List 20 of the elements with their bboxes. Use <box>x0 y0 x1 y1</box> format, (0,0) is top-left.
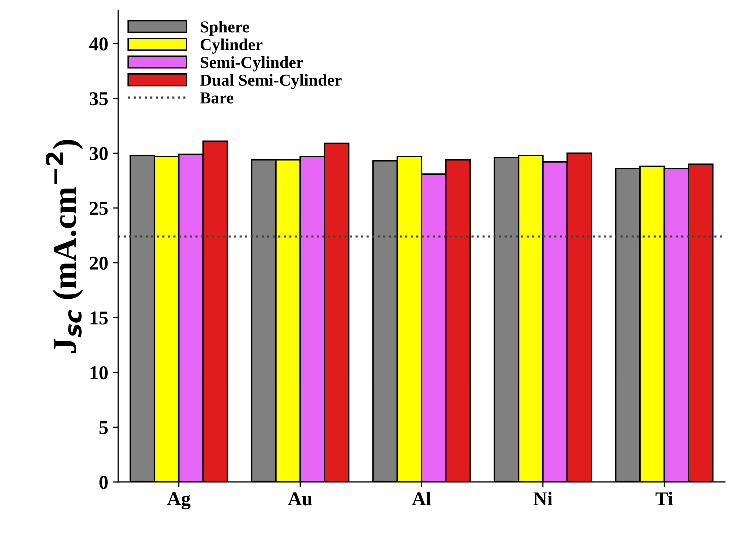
y-tick-label: 0 <box>100 476 108 490</box>
x-tick-label: Ag <box>167 492 191 510</box>
y-tick-label: 30 <box>90 147 108 160</box>
y-axis-title: J$_{sc}$ (mA.cm$^{−2}$) <box>46 140 84 354</box>
y-tick-label: 15 <box>90 312 108 325</box>
legend-label: Semi-Cylinder <box>200 56 304 72</box>
x-tick-label: Ti <box>656 492 674 506</box>
x-tick-label: Ni <box>534 492 553 506</box>
y-tick-label: 25 <box>90 202 108 216</box>
y-tick-label: 10 <box>90 366 108 380</box>
y-tick-label: 20 <box>90 256 108 270</box>
y-tick-label: 35 <box>90 92 108 106</box>
legend-label: Cylinder <box>200 38 263 54</box>
legend-label: Sphere <box>200 21 250 36</box>
legend-label: Dual Semi-Cylinder <box>200 74 342 90</box>
x-tick-label: Al <box>412 492 432 506</box>
x-tick-label: Au <box>288 492 312 506</box>
y-tick-label: 40 <box>90 38 108 51</box>
legend-label: Bare <box>200 92 234 104</box>
y-tick-label: 5 <box>100 421 108 434</box>
